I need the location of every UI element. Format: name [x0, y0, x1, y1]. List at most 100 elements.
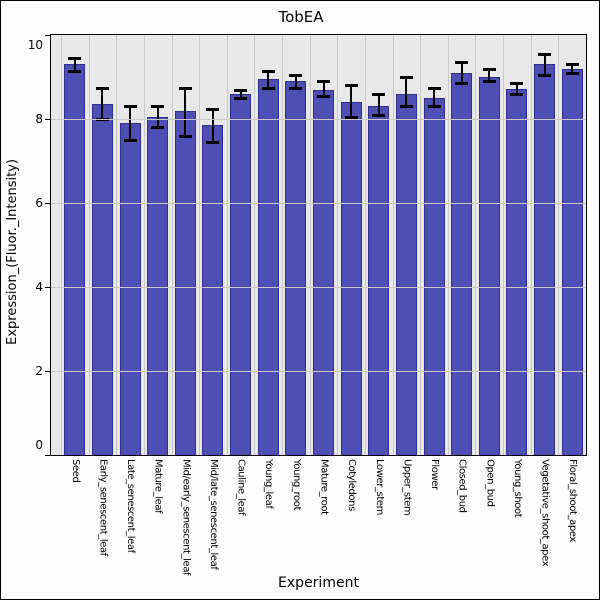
- bar-early-senescent-leaf: [91, 104, 113, 455]
- bar-mid-late-senescent-leaf: [202, 125, 224, 455]
- error-bar-stem: [543, 53, 546, 75]
- y-tick-mark: [45, 203, 50, 204]
- bar-late-senescent-leaf: [119, 123, 141, 455]
- error-bar-cap: [565, 63, 579, 67]
- x-tick-label-mid-late-senescent-leaf: Mid/late_senescent_leaf: [207, 459, 219, 570]
- error-bar-cap: [261, 86, 275, 90]
- error-bar-cap: [95, 86, 109, 90]
- bar-lower-stem: [368, 106, 390, 455]
- bar-flower: [423, 98, 445, 455]
- x-gridline: [254, 35, 256, 455]
- x-gridline: [530, 35, 532, 455]
- error-bar-stem: [433, 87, 436, 107]
- x-tick-label-floral-shoot-apex: Floral_shoot_apex: [567, 459, 579, 542]
- x-tick-label-seed: Seed: [69, 459, 81, 483]
- error-bar-stem: [129, 106, 132, 140]
- bar-cotyledons: [340, 102, 362, 455]
- x-tick-label-young-leaf: Young_leaf: [263, 459, 275, 509]
- error-bar-cap: [289, 73, 303, 77]
- x-tick-label-closed-bud: Closed_bud: [456, 459, 468, 513]
- x-gridline: [143, 35, 145, 455]
- error-bar-stem: [571, 64, 574, 73]
- y-tick-mark: [45, 35, 50, 36]
- bar-floral-shoot-apex: [561, 68, 583, 455]
- x-tick-label-flower: Flower: [429, 459, 441, 490]
- error-bar-cap: [289, 86, 303, 90]
- x-tick-label-vegetative-shoot-apex: Vegetative_shoot_apex: [539, 459, 551, 567]
- error-bar-cap: [317, 94, 330, 98]
- error-bar-stem: [460, 62, 463, 84]
- x-gridline: [558, 35, 560, 455]
- error-bar-cap: [123, 139, 137, 142]
- error-bar-cap: [178, 134, 192, 138]
- x-gridline: [309, 35, 311, 455]
- x-gridline: [282, 35, 284, 455]
- error-bar-cap: [399, 76, 413, 79]
- bar-mature-leaf: [147, 116, 169, 455]
- error-bar-stem: [515, 83, 518, 94]
- x-gridline: [61, 35, 62, 455]
- x-gridline: [447, 35, 449, 455]
- error-bar-cap: [565, 71, 579, 75]
- error-bar-cap: [510, 92, 524, 96]
- error-bar-cap: [68, 57, 82, 61]
- error-bar-cap: [206, 141, 220, 145]
- x-gridline: [392, 35, 394, 455]
- error-bar-stem: [267, 70, 270, 88]
- error-bar-cap: [178, 86, 192, 90]
- error-bar-cap: [399, 105, 413, 109]
- error-bar-cap: [427, 86, 441, 90]
- y-tick-label: 4: [35, 280, 43, 294]
- y-axis-label: Expression_(Fluor._Intensity): [5, 159, 20, 345]
- error-bar-cap: [344, 115, 358, 119]
- error-bar-cap: [482, 67, 496, 71]
- bar-upper-stem: [395, 93, 417, 455]
- bar-vegetative-shoot-apex: [534, 64, 556, 455]
- x-axis-label: Experiment: [278, 575, 359, 591]
- chart-title: TobEA: [278, 8, 324, 26]
- error-bar-cap: [68, 69, 82, 73]
- bar-mature-root: [313, 89, 334, 455]
- y-gridline-8: [51, 119, 586, 120]
- y-tick-label: 10: [27, 38, 43, 52]
- error-bar-stem: [294, 74, 297, 88]
- y-tick-label: 6: [35, 196, 43, 210]
- x-tick-label-mature-leaf: Mature_leaf: [152, 459, 164, 514]
- error-bar-stem: [239, 89, 242, 98]
- x-gridline: [364, 35, 366, 455]
- bar-young-leaf: [257, 79, 279, 455]
- y-gridline-6: [51, 203, 586, 204]
- x-tick-label-late-senescent-leaf: Late_senescent_leaf: [125, 459, 137, 553]
- error-bar-cap: [538, 52, 552, 56]
- error-bar-cap: [455, 61, 469, 65]
- error-bar-cap: [538, 73, 552, 77]
- x-tick-label-open-bud: Open_bud: [484, 459, 496, 507]
- error-bar-cap: [317, 80, 330, 84]
- error-bar-cap: [261, 69, 275, 73]
- x-gridline: [420, 35, 422, 455]
- x-tick-label-young-shoot: Young_shoot: [511, 459, 523, 518]
- x-gridline: [337, 35, 339, 455]
- bar-mid-early-senescent-leaf: [174, 110, 196, 455]
- x-gridline: [503, 35, 505, 455]
- x-tick-label-upper-stem: Upper_stem: [401, 459, 413, 516]
- y-tick-mark: [45, 119, 50, 120]
- error-bar-stem: [73, 58, 76, 71]
- y-tick-label: 2: [35, 364, 43, 378]
- error-bar-stem: [405, 77, 408, 107]
- bars-area: [61, 35, 586, 455]
- error-bar-cap: [206, 107, 220, 111]
- error-bar-cap: [427, 105, 441, 109]
- x-tick-label-cauline-leaf: Cauline_leaf: [235, 459, 247, 516]
- error-bar-stem: [211, 108, 214, 143]
- y-tick-mark: [45, 455, 50, 456]
- bar-young-root: [285, 81, 307, 455]
- error-bar-cap: [455, 82, 469, 86]
- y-gridline-2: [51, 371, 586, 372]
- x-gridline: [88, 35, 90, 455]
- error-bar-cap: [482, 80, 496, 84]
- plot-panel: [50, 34, 587, 456]
- x-tick-label-mature-root: Mature_root: [318, 459, 330, 515]
- x-gridline: [226, 35, 228, 455]
- bar-closed-bud: [451, 72, 473, 455]
